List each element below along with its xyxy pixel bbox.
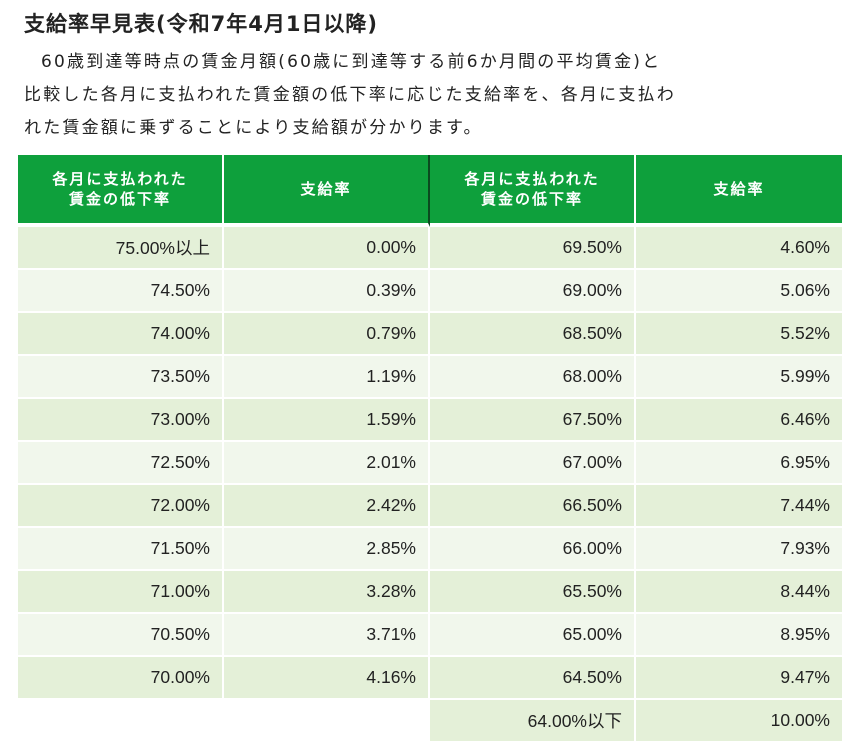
table-row: 73.00% 1.59% 67.50% 6.46% xyxy=(18,399,842,442)
header-line: 賃金の低下率 xyxy=(68,190,171,208)
payment-rate-cell: 0.39% xyxy=(224,270,430,313)
decline-rate-cell xyxy=(18,700,224,743)
table-row: 70.00% 4.16% 64.50% 9.47% xyxy=(18,657,842,700)
payment-rate-cell: 0.79% xyxy=(224,313,430,356)
decline-rate-cell: 64.50% xyxy=(430,657,636,700)
decline-rate-cell: 64.00%以下 xyxy=(430,700,636,743)
header-decline-rate: 各月に支払われた 賃金の低下率 xyxy=(430,155,636,227)
table-row: 72.50% 2.01% 67.00% 6.95% xyxy=(18,442,842,485)
payment-rate-cell xyxy=(224,700,430,743)
decline-rate-cell: 69.00% xyxy=(430,270,636,313)
payment-rate-cell: 4.16% xyxy=(224,657,430,700)
decline-rate-cell: 72.50% xyxy=(18,442,224,485)
payment-rate-cell: 1.19% xyxy=(224,356,430,399)
payment-rate-cell: 2.01% xyxy=(224,442,430,485)
description-line: れた賃金額に乗ずることにより支給額が分かります。 xyxy=(24,118,483,138)
table-row: 74.00% 0.79% 68.50% 5.52% xyxy=(18,313,842,356)
payment-rate-cell: 7.93% xyxy=(636,528,842,571)
payment-rate-cell: 7.44% xyxy=(636,485,842,528)
payment-rate-cell: 5.99% xyxy=(636,356,842,399)
description: 60歳到達等時点の賃金月額(60歳に到達等する前6か月間の平均賃金)と 比較した… xyxy=(24,46,844,145)
payment-rate-cell: 5.52% xyxy=(636,313,842,356)
table-row: 73.50% 1.19% 68.00% 5.99% xyxy=(18,356,842,399)
payment-rate-cell: 2.85% xyxy=(224,528,430,571)
payment-rate-cell: 8.44% xyxy=(636,571,842,614)
decline-rate-cell: 73.50% xyxy=(18,356,224,399)
table-header-row: 各月に支払われた 賃金の低下率 支給率 各月に支払われた 賃金の低下率 支給率 xyxy=(18,155,842,227)
decline-rate-cell: 67.50% xyxy=(430,399,636,442)
table-body: 75.00%以上 0.00% 69.50% 4.60% 74.50% 0.39% 69.00… xyxy=(18,227,842,743)
decline-rate-cell: 67.00% xyxy=(430,442,636,485)
payment-rate-cell: 4.60% xyxy=(636,227,842,270)
payment-rate-cell: 9.47% xyxy=(636,657,842,700)
table-row: 74.50% 0.39% 69.00% 5.06% xyxy=(18,270,842,313)
header-line: 賃金の低下率 xyxy=(480,190,583,208)
decline-rate-cell: 73.00% xyxy=(18,399,224,442)
decline-rate-cell: 72.00% xyxy=(18,485,224,528)
payment-rate-cell: 6.46% xyxy=(636,399,842,442)
decline-rate-cell: 74.50% xyxy=(18,270,224,313)
payment-rate-cell: 0.00% xyxy=(224,227,430,270)
payment-rate-cell: 10.00% xyxy=(636,700,842,743)
payment-rate-cell: 2.42% xyxy=(224,485,430,528)
table-row: 72.00% 2.42% 66.50% 7.44% xyxy=(18,485,842,528)
decline-rate-cell: 74.00% xyxy=(18,313,224,356)
decline-rate-cell: 75.00%以上 xyxy=(18,227,224,270)
decline-rate-cell: 66.00% xyxy=(430,528,636,571)
payment-rate-cell: 6.95% xyxy=(636,442,842,485)
payment-rate-cell: 3.71% xyxy=(224,614,430,657)
decline-rate-cell: 70.50% xyxy=(18,614,224,657)
table-row: 71.00% 3.28% 65.50% 8.44% xyxy=(18,571,842,614)
description-line: 60歳到達等時点の賃金月額(60歳に到達等する前6か月間の平均賃金)と xyxy=(41,52,662,72)
table-row: 70.50% 3.71% 65.00% 8.95% xyxy=(18,614,842,657)
decline-rate-cell: 65.00% xyxy=(430,614,636,657)
payment-rate-cell: 5.06% xyxy=(636,270,842,313)
decline-rate-cell: 66.50% xyxy=(430,485,636,528)
decline-rate-cell: 71.50% xyxy=(18,528,224,571)
decline-rate-cell: 65.50% xyxy=(430,571,636,614)
decline-rate-cell: 68.50% xyxy=(430,313,636,356)
page-title: 支給率早見表(令和7年4月1日以降) xyxy=(24,12,379,36)
decline-rate-cell: 71.00% xyxy=(18,571,224,614)
table-row: 71.50% 2.85% 66.00% 7.93% xyxy=(18,528,842,571)
payment-rate-cell: 8.95% xyxy=(636,614,842,657)
payment-rate-cell: 3.28% xyxy=(224,571,430,614)
header-payment-rate: 支給率 xyxy=(636,155,842,227)
description-line: 比較した各月に支払われた賃金額の低下率に応じた支給率を、各月に支払わ xyxy=(24,85,676,105)
header-line: 支給率 xyxy=(300,180,352,198)
header-line: 支給率 xyxy=(713,180,765,198)
header-line: 各月に支払われた xyxy=(52,170,188,188)
table-row: 64.00%以下 10.00% xyxy=(18,700,842,743)
decline-rate-cell: 70.00% xyxy=(18,657,224,700)
header-payment-rate: 支給率 xyxy=(224,155,430,227)
rate-table: 各月に支払われた 賃金の低下率 支給率 各月に支払われた 賃金の低下率 支給率 … xyxy=(18,155,842,743)
header-line: 各月に支払われた xyxy=(464,170,600,188)
header-decline-rate: 各月に支払われた 賃金の低下率 xyxy=(18,155,224,227)
decline-rate-cell: 68.00% xyxy=(430,356,636,399)
payment-rate-cell: 1.59% xyxy=(224,399,430,442)
table-row: 75.00%以上 0.00% 69.50% 4.60% xyxy=(18,227,842,270)
decline-rate-cell: 69.50% xyxy=(430,227,636,270)
